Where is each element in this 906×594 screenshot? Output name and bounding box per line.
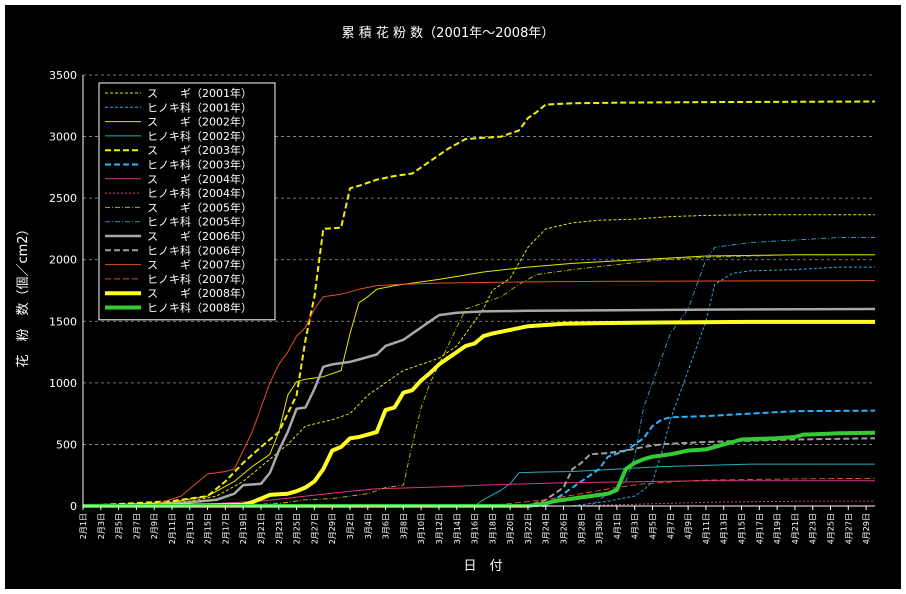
y-tick-labels: 0 500 1000 1500 2000 2500 3000 3500 — [49, 69, 77, 513]
chart-frame: 累 積 花 粉 数（2001年〜2008年） 0 500 1000 1500 2000 2… — [5, 5, 901, 589]
series-line — [83, 430, 876, 508]
x-tick-label: 3月6日 — [382, 513, 391, 539]
series-line — [82, 307, 876, 508]
x-tick-label: 4月23日 — [809, 513, 818, 544]
series-line — [82, 254, 875, 507]
x-tick-label: 3月12日 — [435, 513, 444, 544]
legend-label: ヒノキ科（2006年） — [147, 243, 252, 257]
x-tick-label: 2月9日 — [150, 513, 159, 539]
x-tick-label: 3月4日 — [364, 513, 373, 539]
x-tick-label: 4月5日 — [649, 513, 658, 539]
x-tick-label: 3月14日 — [453, 513, 462, 544]
x-tick-label: 2月7日 — [132, 513, 141, 539]
legend-label: ヒノキ科（2001年） — [147, 100, 252, 114]
x-tick-label: 3月8日 — [399, 513, 408, 539]
y-tick-label: 2000 — [49, 254, 77, 267]
x-tick-label: 3月30日 — [595, 513, 604, 544]
x-tick-label: 2月5日 — [115, 513, 124, 539]
series-line — [83, 266, 875, 507]
legend-box — [98, 82, 276, 321]
x-tick-label: 4月21日 — [791, 513, 800, 544]
x-tick-label: 3月16日 — [471, 513, 480, 544]
series-line — [82, 214, 875, 507]
x-tick-label: 4月13日 — [720, 513, 729, 544]
legend-label: ヒノキ科（2004年） — [147, 186, 252, 200]
x-tick-label: 3月2日 — [346, 513, 355, 539]
x-tick-label: 3月10日 — [417, 513, 426, 544]
y-tick-label: 500 — [56, 438, 77, 451]
legend-label: ス ギ（2003年） — [147, 143, 252, 157]
x-tick-label: 2月21日 — [257, 513, 266, 544]
x-tick-labels: 2月1日 2月3日 2月5日 2月7日 2月9日 2月11日 2月13日 2月15日 2月17日… — [79, 513, 871, 544]
series-line — [82, 100, 876, 507]
series-line — [83, 437, 876, 507]
y-tick-label: 3500 — [49, 69, 77, 82]
legend-label: ス ギ（2001年） — [147, 86, 252, 100]
x-tick-label: 2月29日 — [328, 513, 337, 544]
legend-label: ス ギ（2005年） — [147, 200, 252, 214]
y-tick-label: 0 — [70, 500, 77, 513]
x-tick-label: 3月22日 — [524, 513, 533, 544]
x-tick-label: 4月29日 — [862, 513, 871, 544]
legend-label: ヒノキ科（2005年） — [147, 215, 252, 229]
series-line — [82, 319, 875, 508]
x-tick-label: 2月13日 — [186, 513, 195, 544]
legend: ス ギ（2001年）ヒノキ科（2001年）ス ギ（2002年）ヒノキ科（2002… — [98, 82, 276, 321]
x-tick-label: 2月19日 — [239, 513, 248, 544]
y-axis-label: 花 粉 数（個／cm2） — [15, 222, 31, 367]
x-tick-label: 4月19日 — [773, 513, 782, 544]
x-tick-label: 2月17日 — [221, 513, 230, 544]
series-line — [82, 280, 876, 507]
x-tick-label: 2月3日 — [97, 513, 106, 539]
legend-label: ヒノキ科（2008年） — [147, 301, 252, 315]
legend-label: ス ギ（2007年） — [147, 258, 252, 272]
series-line — [82, 254, 875, 507]
y-tick-label: 2500 — [49, 192, 77, 205]
series-line — [83, 463, 875, 507]
x-tick-label: 3月18日 — [488, 513, 497, 544]
y-tick-label: 1000 — [49, 377, 77, 390]
legend-label: ヒノキ科（2002年） — [147, 129, 252, 143]
x-tick-label: 4月27日 — [844, 513, 853, 544]
legend-label: ス ギ（2008年） — [147, 286, 252, 300]
legend-label: ス ギ（2004年） — [147, 172, 252, 186]
x-tick-label: 4月7日 — [666, 513, 675, 539]
x-axis-label: 日 付 — [463, 559, 502, 574]
x-tick-label: 3月26日 — [560, 513, 569, 544]
x-tick-label: 3月28日 — [577, 513, 586, 544]
y-tick-label: 1500 — [49, 315, 77, 328]
legend-label: ヒノキ科（2003年） — [147, 158, 252, 172]
legend-label: ヒノキ科（2007年） — [147, 272, 252, 286]
series-line — [83, 409, 876, 507]
y-tick-label: 3000 — [49, 131, 77, 144]
cumulative-pollen-chart: 累 積 花 粉 数（2001年〜2008年） 0 500 1000 1500 2000 2… — [15, 25, 876, 574]
x-tick-label: 2月27日 — [310, 513, 319, 544]
x-tick-label: 3月24日 — [542, 513, 551, 544]
x-tick-label: 2月23日 — [275, 513, 284, 544]
chart-title: 累 積 花 粉 数（2001年〜2008年） — [342, 25, 555, 41]
legend-label: ス ギ（2006年） — [147, 229, 252, 243]
x-tick-label: 4月15日 — [738, 513, 747, 544]
x-tick-label: 4月17日 — [755, 513, 764, 544]
legend-label: ス ギ（2002年） — [147, 115, 252, 129]
x-tick-label: 2月25日 — [293, 513, 302, 544]
x-tick-label: 4月25日 — [827, 513, 836, 544]
x-tick-label: 2月11日 — [168, 513, 177, 544]
x-tick-label: 4月1日 — [613, 513, 622, 539]
x-tick-label: 4月3日 — [631, 513, 640, 539]
x-tick-label: 2月1日 — [79, 513, 88, 539]
x-tick-label: 4月11日 — [702, 513, 711, 544]
series-line — [83, 477, 876, 507]
x-tick-label: 4月9日 — [684, 513, 693, 539]
axes — [82, 75, 875, 510]
x-tick-label: 3月20日 — [506, 513, 515, 544]
x-tick-label: 2月15日 — [204, 513, 213, 544]
